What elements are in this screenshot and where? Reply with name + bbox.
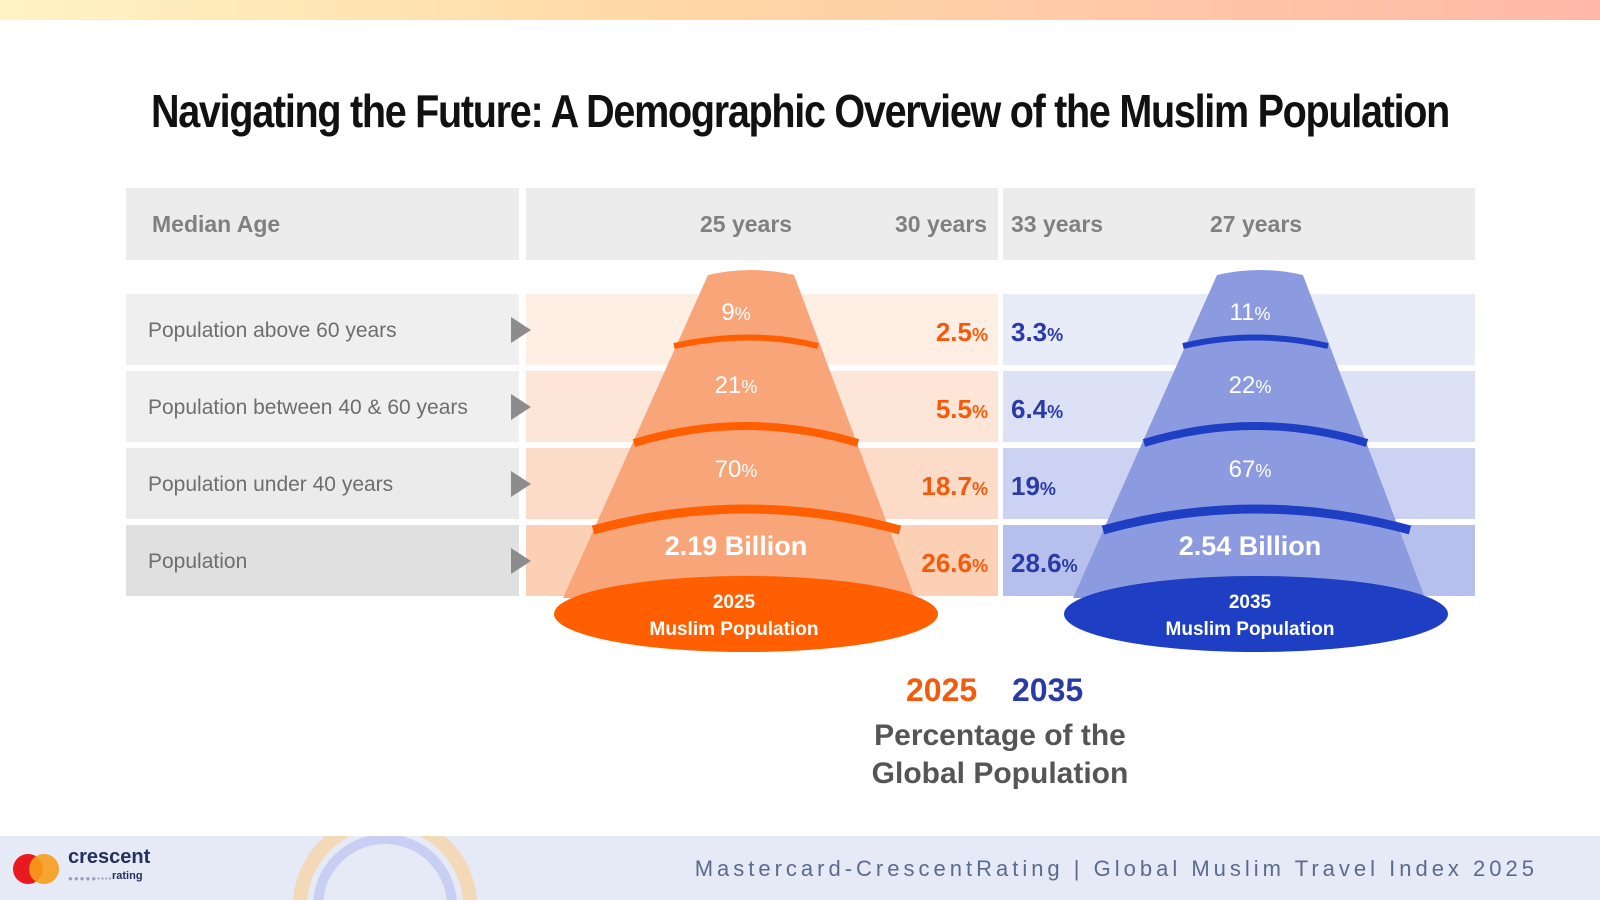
top-gradient-bar bbox=[0, 0, 1600, 20]
row-label-40-60: Population between 40 & 60 years bbox=[148, 396, 468, 419]
median-age-label: Median Age bbox=[152, 211, 281, 237]
cone-2035-total: 2.54 Billion bbox=[1179, 531, 1322, 561]
logo-dots-icon: ●●●●●▪▪▪▪ bbox=[68, 874, 113, 883]
cone-2025-band bbox=[673, 334, 819, 349]
cone-2025-under-40-value: 70% bbox=[715, 456, 758, 483]
logo-subtitle: rating bbox=[112, 870, 143, 882]
cone-2025-base-year: 2025 bbox=[713, 592, 756, 613]
row-arrow-icon bbox=[511, 471, 531, 497]
median-age-2035-global: 33 years bbox=[1011, 211, 1104, 237]
cone-2035-band bbox=[1101, 504, 1412, 535]
header-2025-cell bbox=[526, 188, 998, 260]
row-arrow-icon bbox=[511, 317, 531, 343]
cone-2035-40-60-value: 22% bbox=[1229, 372, 1272, 399]
legend-year-2035: 2035 bbox=[1012, 672, 1084, 708]
legend-caption-line2: Global Population bbox=[871, 757, 1129, 790]
row-label-above-60: Population above 60 years bbox=[148, 319, 397, 342]
legend-caption-line1: Percentage of the bbox=[874, 719, 1126, 752]
footer: crescent ●●●●●▪▪▪▪ rating Mastercard-Cre… bbox=[0, 836, 1600, 900]
cone-2025-total: 2.19 Billion bbox=[665, 531, 808, 561]
cone-2025-band bbox=[632, 422, 860, 447]
global-2035-population: 28.6% bbox=[1011, 548, 1078, 578]
row-label-cell bbox=[126, 448, 519, 519]
row-arrow-icon bbox=[511, 394, 531, 420]
row-label-cell bbox=[126, 525, 519, 596]
row-label-cell bbox=[126, 371, 519, 442]
footer-credit: Mastercard-CrescentRating | Global Musli… bbox=[694, 856, 1538, 881]
cone-2035-band bbox=[1142, 422, 1369, 447]
decorative-arc-icon bbox=[313, 836, 457, 900]
global-2025-under-40: 18.7% bbox=[921, 471, 988, 501]
cone-2035-band bbox=[1182, 334, 1329, 349]
cone-2035-base bbox=[1064, 576, 1448, 652]
global-2035-above-60: 3.3% bbox=[1011, 317, 1064, 347]
cone-2035 bbox=[1064, 270, 1448, 652]
global-2035-40-60: 6.4% bbox=[1011, 394, 1064, 424]
cone-2025-band bbox=[591, 504, 902, 535]
row-label-under-40: Population under 40 years bbox=[148, 473, 394, 496]
header-2035-cell bbox=[1003, 188, 1475, 260]
global-2025-above-60: 2.5% bbox=[935, 317, 988, 347]
cone-2025 bbox=[554, 270, 938, 652]
decorative-arc-icon bbox=[293, 836, 477, 900]
header-label-cell bbox=[126, 188, 519, 260]
legend-year-2025: 2025 bbox=[906, 672, 978, 708]
global-2035-under-40: 19% bbox=[1011, 471, 1056, 501]
cone-2025-base bbox=[554, 576, 938, 652]
row-arrow-icon bbox=[511, 548, 531, 574]
median-age-2025-global: 30 years bbox=[895, 211, 988, 237]
row-label-population: Population bbox=[148, 550, 248, 573]
page-title: Navigating the Future: A Demographic Ove… bbox=[150, 85, 1450, 137]
median-age-2035-muslim: 27 years bbox=[1210, 211, 1303, 237]
cone-2025-40-60-value: 21% bbox=[715, 372, 758, 399]
global-2025-40-60: 5.5% bbox=[935, 394, 988, 424]
cone-2035-base-label: Muslim Population bbox=[1166, 619, 1335, 640]
footer-graphics bbox=[13, 836, 477, 900]
cone-2035-base-year: 2035 bbox=[1229, 592, 1272, 613]
cone-2025-base-label: Muslim Population bbox=[650, 619, 819, 640]
cone-2025-above-60-value: 9% bbox=[721, 299, 750, 326]
global-2025-population: 26.6% bbox=[921, 548, 988, 578]
logo-circle-orange-icon bbox=[29, 854, 59, 884]
cone-2035-above-60-value: 11% bbox=[1230, 299, 1271, 326]
row-label-cell bbox=[126, 294, 519, 365]
cone-2035-under-40-value: 67% bbox=[1229, 456, 1272, 483]
median-age-2025-muslim: 25 years bbox=[700, 211, 793, 237]
logo-wordmark: crescent bbox=[68, 846, 151, 868]
